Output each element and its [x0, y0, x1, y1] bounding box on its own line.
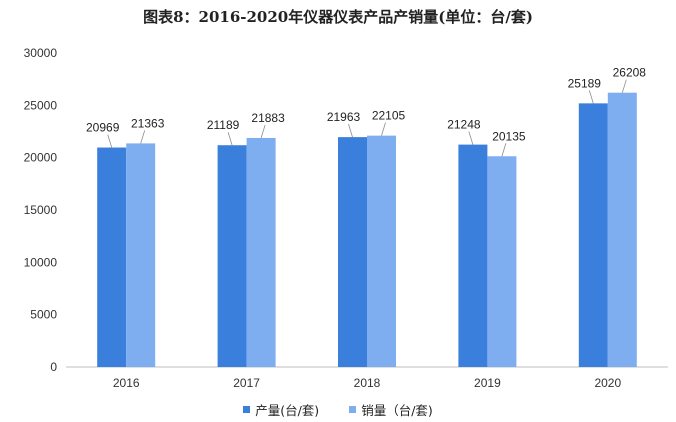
data-label: 20135: [492, 129, 526, 143]
data-label: 20969: [86, 121, 120, 135]
data-label: 21883: [251, 111, 285, 125]
bar-sales: [607, 92, 637, 367]
x-tick-label: 2019: [474, 376, 501, 390]
legend-swatch-sales: [349, 406, 357, 413]
y-tick-label: 25000: [24, 98, 58, 112]
bar-sales: [246, 137, 276, 367]
bar-sales: [487, 156, 517, 367]
data-label: 21248: [447, 118, 481, 132]
y-tick-label: 0: [50, 360, 57, 374]
x-tick-label: 2020: [594, 376, 621, 390]
data-label: 22105: [372, 109, 406, 123]
bar-sales: [126, 143, 156, 367]
data-labels: 20969 21363 21189 21883 21963 22105 21248 20135…: [86, 66, 646, 157]
y-tick-label: 20000: [24, 151, 58, 165]
data-label: 25189: [568, 76, 602, 90]
bars: [97, 92, 637, 367]
label-leader-line: [107, 134, 113, 148]
legend-item-sales: 销量（台/套): [349, 400, 433, 419]
bar-production: [217, 145, 247, 367]
label-leader-line: [348, 124, 353, 138]
legend: 产量(台/套) 销量（台/套): [0, 400, 676, 419]
label-leader-line: [140, 130, 146, 144]
label-leader-line: [588, 90, 594, 104]
bar-production: [338, 137, 367, 367]
data-label: 21963: [327, 110, 361, 124]
legend-label-sales: 销量（台/套): [361, 403, 433, 418]
data-label: 21363: [131, 116, 165, 130]
y-tick-label: 10000: [24, 255, 58, 269]
data-label: 21189: [207, 118, 240, 132]
legend-item-production: 产量(台/套): [243, 400, 319, 419]
x-tick-label: 2016: [113, 376, 140, 390]
bar-production: [458, 144, 488, 367]
x-axis: 2016 2017 2018 2019 2020: [113, 376, 622, 390]
x-tick-label: 2018: [354, 376, 381, 390]
label-leader-line: [621, 79, 627, 93]
y-axis: 0 5000 10000 15000 20000 25000 30000: [24, 46, 58, 374]
data-label: 26208: [613, 66, 647, 80]
label-leader-line: [501, 143, 507, 157]
label-leader-line: [227, 132, 233, 146]
chart-title: 图表8：2016-2020年仪器仪表产品产销量(单位：台/套): [143, 8, 533, 26]
label-leader-line: [260, 124, 266, 139]
legend-label-production: 产量(台/套): [255, 403, 320, 418]
x-tick-label: 2017: [233, 376, 260, 390]
bar-production: [97, 147, 127, 367]
label-leader-line: [468, 131, 474, 145]
label-leader-line: [381, 122, 386, 136]
y-tick-label: 15000: [24, 203, 58, 217]
bar-sales: [367, 135, 396, 367]
y-tick-label: 5000: [30, 308, 57, 322]
legend-swatch-production: [243, 406, 251, 413]
y-tick-label: 30000: [24, 46, 58, 60]
bar-production: [578, 103, 608, 367]
